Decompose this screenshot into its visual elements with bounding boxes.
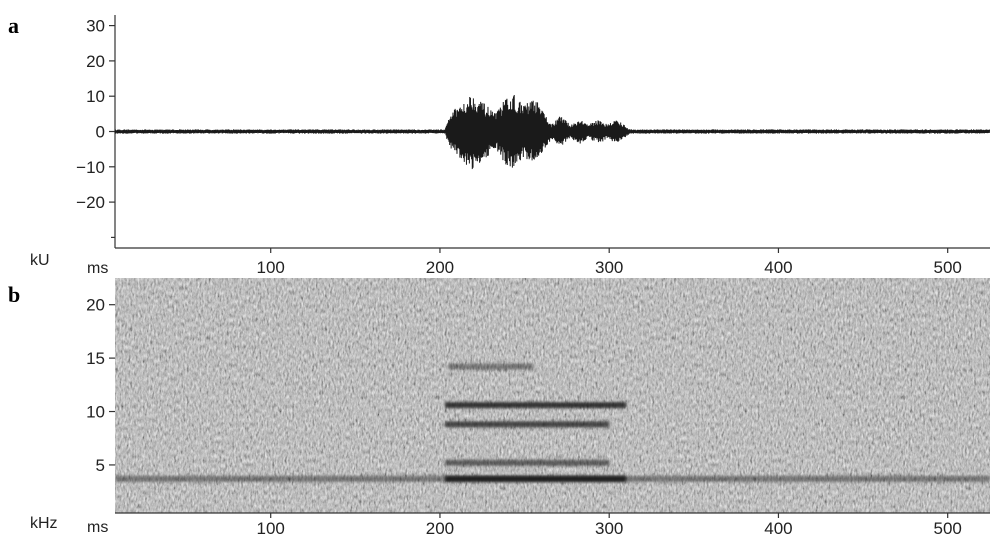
- spectrogram-y-tick-label: 10: [86, 403, 105, 422]
- waveform-y-tick-label: 10: [86, 87, 105, 106]
- spectrogram-x-tick-label: 400: [764, 519, 792, 538]
- spectrogram-x-tick-label: 100: [257, 519, 285, 538]
- spectrogram-band: [445, 421, 610, 428]
- spectrogram-band: [445, 459, 610, 466]
- spectrogram-y-unit: kHz: [30, 515, 58, 532]
- panel-letter-a: a: [8, 13, 19, 38]
- spectrogram-bands: [115, 363, 990, 482]
- waveform-y-tick-label: 0: [96, 123, 105, 142]
- spectrogram-x-tick-label: 200: [426, 519, 454, 538]
- waveform-y-tick-label: 20: [86, 52, 105, 71]
- spectrogram-x-unit: ms: [87, 519, 108, 536]
- waveform-y-unit: kU: [30, 252, 50, 269]
- spectrogram-x-tick-label: 300: [595, 519, 623, 538]
- spectrogram-x-ticks: 100 200 300 400 500: [257, 513, 962, 538]
- spectrogram-y-ticks: 20 15 10 5: [86, 296, 115, 475]
- spectrogram-y-tick-label: 5: [96, 456, 105, 475]
- waveform-y-tick-label: −10: [76, 158, 105, 177]
- spectrogram-noise: [115, 278, 990, 513]
- waveform-x-unit: ms: [87, 260, 108, 277]
- waveform-x-tick-label: 200: [426, 258, 454, 277]
- waveform-y-tick-label: −20: [76, 193, 105, 212]
- spectrogram-y-tick-label: 15: [86, 349, 105, 368]
- spectrogram-band: [445, 475, 627, 482]
- waveform-y-tick-label: 30: [86, 17, 105, 36]
- waveform-x-tick-label: 300: [595, 258, 623, 277]
- spectrogram-y-tick-label: 20: [86, 296, 105, 315]
- panel-letter-b: b: [8, 282, 20, 307]
- waveform-x-tick-label: 100: [257, 258, 285, 277]
- spectrogram-band: [445, 402, 627, 409]
- waveform-line: [114, 94, 990, 170]
- waveform-x-tick-label: 400: [764, 258, 792, 277]
- waveform-x-ticks: 100 200 300 400 500: [257, 248, 962, 277]
- spectrogram-x-tick-label: 500: [934, 519, 962, 538]
- waveform-x-tick-label: 500: [934, 258, 962, 277]
- waveform-y-ticks: 30 20 10 0 −10 −20: [76, 17, 115, 239]
- spectrogram-band: [448, 363, 534, 370]
